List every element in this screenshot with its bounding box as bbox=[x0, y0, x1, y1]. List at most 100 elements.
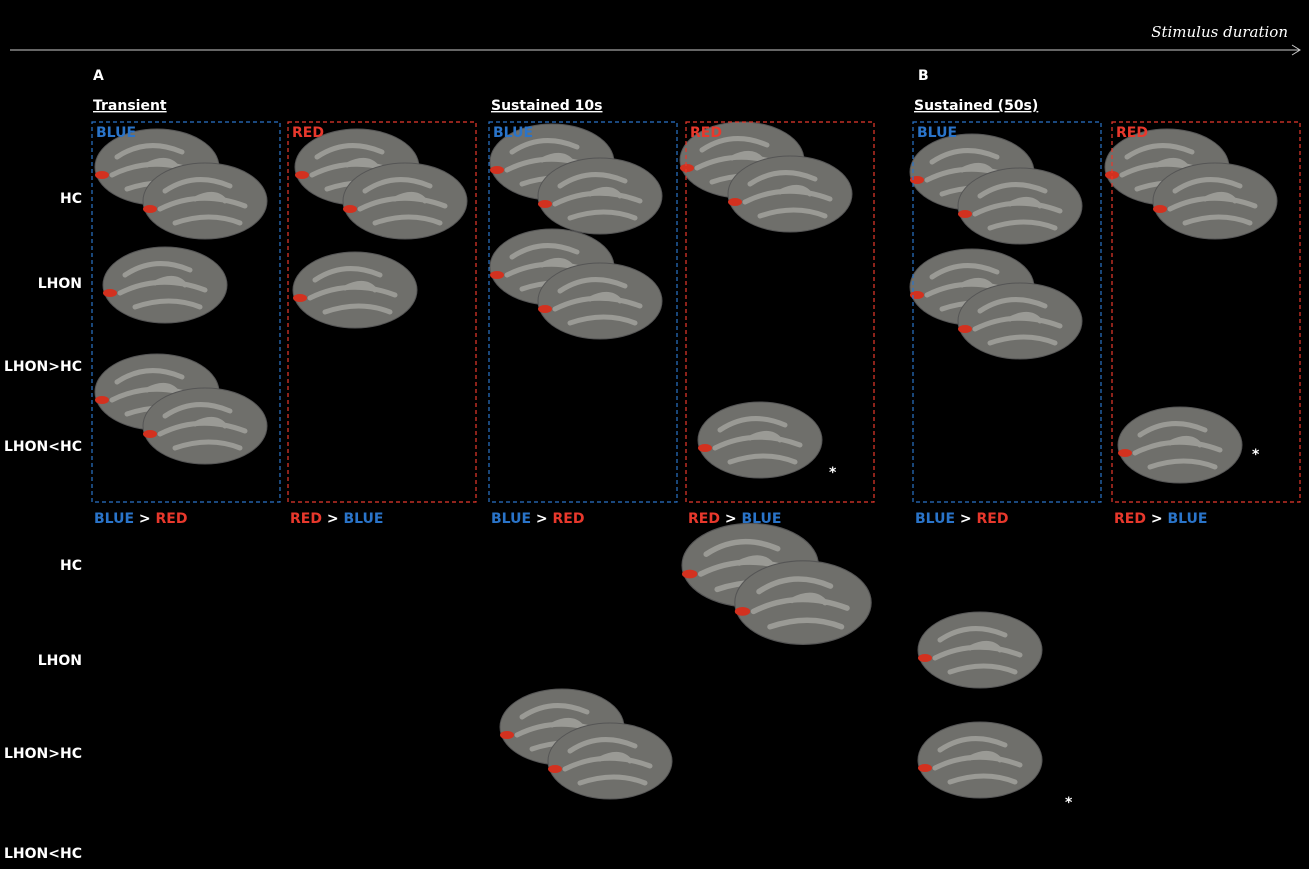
contrast-label: BLUE > RED bbox=[915, 511, 1008, 527]
activation bbox=[1118, 449, 1132, 457]
contrast-label: RED > BLUE bbox=[1114, 511, 1207, 527]
row-label: LHON bbox=[38, 276, 82, 292]
sulci bbox=[742, 170, 833, 219]
row-label: LHON<HC bbox=[4, 846, 82, 862]
contrast-part: > bbox=[1151, 511, 1168, 527]
contrast-part: > bbox=[725, 511, 742, 527]
brain bbox=[917, 611, 1043, 689]
axis-label: Stimulus duration bbox=[1151, 23, 1288, 41]
sulci bbox=[750, 576, 850, 630]
brain-surface bbox=[547, 722, 673, 800]
significance-marker: * bbox=[829, 465, 837, 481]
brain bbox=[142, 162, 268, 240]
row-label: HC bbox=[60, 191, 82, 207]
condition-box bbox=[912, 121, 1102, 503]
brain bbox=[102, 246, 228, 324]
row-label: LHON<HC bbox=[4, 439, 82, 455]
activation bbox=[143, 205, 157, 213]
sulci bbox=[514, 703, 605, 752]
contrast-label: RED > BLUE bbox=[688, 511, 781, 527]
brain-surface bbox=[102, 246, 228, 324]
brain-surface bbox=[1117, 406, 1243, 484]
brain-surface bbox=[917, 611, 1043, 689]
brain bbox=[547, 722, 673, 800]
contrast-part: RED bbox=[688, 511, 725, 527]
brain bbox=[342, 162, 468, 240]
activation bbox=[538, 200, 552, 208]
contrast-part: > bbox=[536, 511, 553, 527]
sulci bbox=[357, 177, 448, 226]
contrast-part: BLUE bbox=[1167, 511, 1207, 527]
brain-surface bbox=[142, 162, 268, 240]
sulci bbox=[109, 143, 200, 192]
contrast-part: BLUE bbox=[94, 511, 139, 527]
sulci bbox=[157, 402, 248, 451]
contrast-part: BLUE bbox=[741, 511, 781, 527]
activation bbox=[680, 164, 694, 172]
sulci bbox=[109, 368, 200, 417]
arrow-head bbox=[1291, 44, 1301, 56]
contrast-part: RED bbox=[290, 511, 327, 527]
activation bbox=[548, 765, 562, 773]
sulci bbox=[307, 266, 398, 315]
activation bbox=[698, 444, 712, 452]
sulci bbox=[1119, 143, 1210, 192]
brain-surface bbox=[734, 560, 872, 645]
row-label: LHON>HC bbox=[4, 746, 82, 762]
contrast-part: RED bbox=[156, 511, 188, 527]
contrast-part: RED bbox=[1114, 511, 1151, 527]
contrast-part: > bbox=[139, 511, 156, 527]
box-title: BLUE bbox=[917, 125, 957, 141]
brain bbox=[957, 282, 1083, 360]
sulci bbox=[552, 172, 643, 221]
sulci bbox=[117, 261, 208, 310]
sulci bbox=[504, 243, 595, 292]
sulci bbox=[697, 538, 797, 593]
brain bbox=[727, 155, 853, 233]
brain-surface bbox=[957, 167, 1083, 245]
activation bbox=[490, 166, 504, 174]
brain-surface bbox=[1152, 162, 1278, 240]
activation bbox=[910, 291, 924, 299]
sulci bbox=[932, 736, 1023, 785]
sulci bbox=[504, 138, 595, 187]
contrast-label: BLUE > RED bbox=[94, 511, 187, 527]
sulci bbox=[972, 297, 1063, 346]
condition-box bbox=[287, 121, 477, 503]
sulci bbox=[712, 416, 803, 465]
activation bbox=[1105, 171, 1119, 179]
activation bbox=[293, 294, 307, 302]
activation bbox=[490, 271, 504, 279]
activation bbox=[343, 205, 357, 213]
condition-box bbox=[488, 121, 678, 503]
row-label: LHON>HC bbox=[4, 359, 82, 375]
brain bbox=[917, 721, 1043, 799]
panel-label: B bbox=[918, 68, 929, 84]
activation bbox=[918, 764, 932, 772]
activation bbox=[958, 325, 972, 333]
activation bbox=[295, 171, 309, 179]
brain bbox=[1152, 162, 1278, 240]
activation bbox=[910, 176, 924, 184]
brain-surface bbox=[537, 157, 663, 235]
sulci bbox=[924, 148, 1015, 197]
sulci bbox=[932, 626, 1023, 675]
brain-surface bbox=[292, 251, 418, 329]
activation bbox=[95, 396, 109, 404]
brain-surface bbox=[142, 387, 268, 465]
activation bbox=[538, 305, 552, 313]
contrast-part: RED bbox=[553, 511, 585, 527]
sulci bbox=[552, 277, 643, 326]
row-label: LHON bbox=[38, 653, 82, 669]
activation bbox=[728, 198, 742, 206]
activation bbox=[958, 210, 972, 218]
sulci bbox=[157, 177, 248, 226]
condition-box bbox=[1111, 121, 1301, 503]
sulci bbox=[694, 136, 785, 185]
sulci bbox=[1167, 177, 1258, 226]
activation bbox=[734, 607, 751, 616]
sulci bbox=[1132, 421, 1223, 470]
brain bbox=[292, 251, 418, 329]
sulci bbox=[309, 143, 400, 192]
